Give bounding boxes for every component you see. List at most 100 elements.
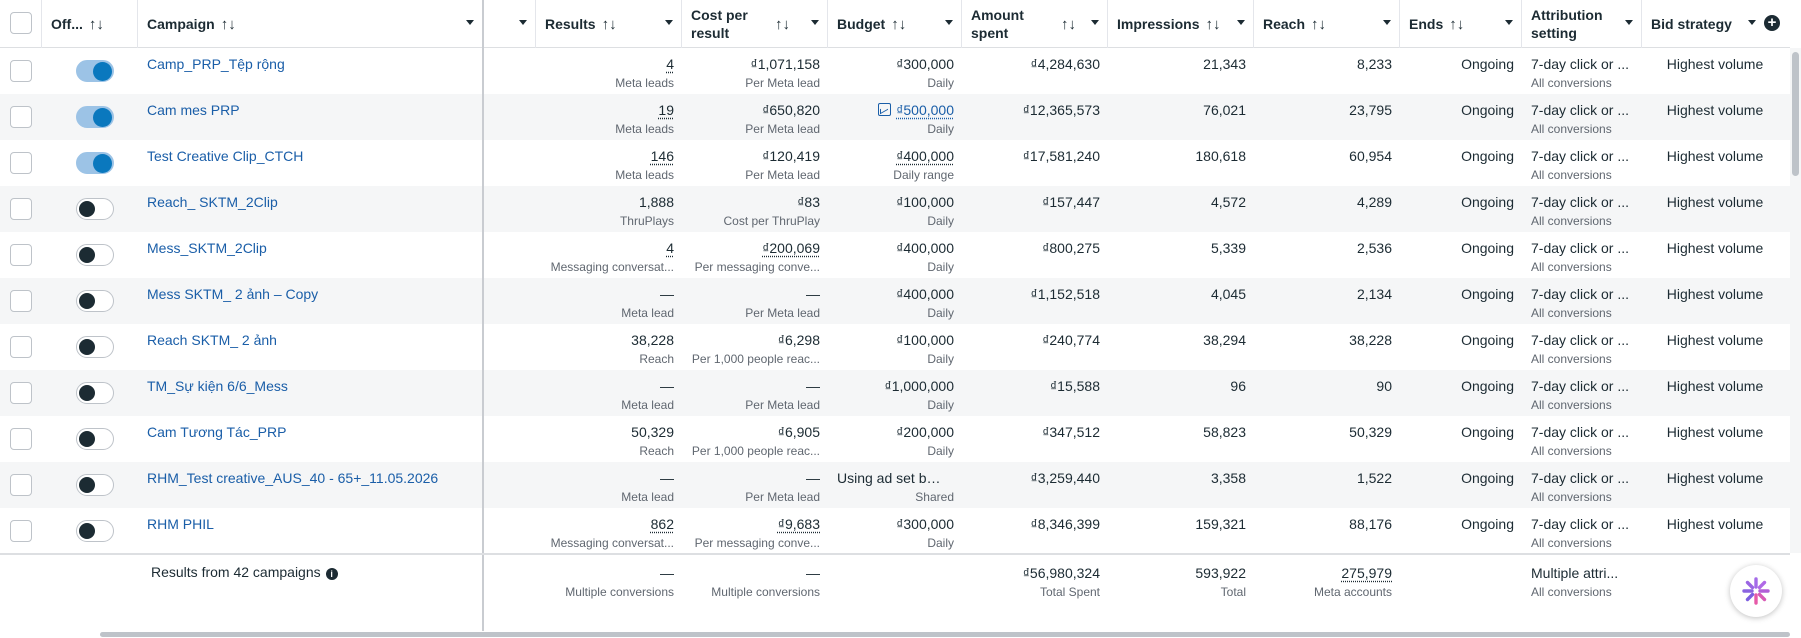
horizontal-scrollbar[interactable] (0, 631, 1801, 638)
results-value[interactable]: 50,329 (631, 424, 674, 440)
campaign-name-link[interactable]: TM_Sự kiện 6/6_Mess (147, 378, 288, 394)
campaign-toggle[interactable] (76, 152, 114, 174)
budget-value[interactable]: ₫200,000 (896, 424, 954, 440)
budget-value[interactable]: ₫400,000 (896, 286, 954, 302)
header-off[interactable]: Off... ↑↓ (42, 0, 138, 48)
campaign-name-link[interactable]: Cam mes PRP (147, 102, 240, 118)
cost-per-result-value[interactable]: ₫1,071,158 (750, 56, 820, 72)
budget-value[interactable]: ₫100,000 (896, 194, 954, 210)
campaign-toggle[interactable] (76, 106, 114, 128)
cost-per-result-value[interactable]: ₫200,069 (762, 240, 820, 256)
chevron-down-icon[interactable] (1383, 20, 1391, 25)
cost-per-result-value[interactable]: — (806, 286, 820, 302)
chevron-down-icon[interactable] (945, 20, 953, 25)
header-reach[interactable]: Reach ↑↓ (1254, 0, 1400, 48)
results-value[interactable]: — (660, 286, 674, 302)
chevron-down-icon[interactable] (1505, 20, 1513, 25)
results-value[interactable]: 4 (666, 240, 674, 256)
budget-value[interactable]: Using ad set bu... (837, 470, 945, 486)
header-bid-strategy[interactable]: Bid strategy + (1642, 0, 1788, 48)
chevron-down-icon[interactable] (466, 20, 474, 25)
campaign-name-link[interactable]: RHM_Test creative_AUS_40 - 65+_11.05.202… (147, 470, 439, 486)
budget-value[interactable]: ₫300,000 (896, 516, 954, 532)
vertical-scrollbar[interactable] (1790, 48, 1801, 553)
row-checkbox[interactable] (10, 290, 32, 312)
header-budget[interactable]: Budget ↑↓ (828, 0, 962, 48)
horizontal-scrollbar-thumb[interactable] (100, 632, 1790, 637)
chevron-down-icon[interactable] (811, 20, 819, 25)
cost-per-result-value[interactable]: — (806, 470, 820, 486)
cost-per-result-value[interactable]: ₫6,905 (777, 424, 820, 440)
campaign-toggle[interactable] (76, 336, 114, 358)
budget-link[interactable]: ₫500,000 (896, 102, 954, 118)
campaign-toggle[interactable] (76, 60, 114, 82)
results-value[interactable]: 862 (650, 516, 674, 532)
campaign-name-link[interactable]: Test Creative Clip_CTCH (147, 148, 304, 164)
row-checkbox[interactable] (10, 244, 32, 266)
campaign-name-link[interactable]: Cam Tương Tác_PRP (147, 424, 287, 440)
budget-value[interactable]: ₫400,000 (896, 148, 954, 164)
sort-icon[interactable]: ↑↓ (775, 15, 790, 33)
cost-per-result-value[interactable]: ₫6,298 (777, 332, 820, 348)
row-checkbox[interactable] (10, 474, 32, 496)
sort-icon[interactable]: ↑↓ (1311, 15, 1327, 33)
budget-value[interactable]: ₫1,000,000 (884, 378, 954, 394)
row-checkbox[interactable] (10, 198, 32, 220)
cost-per-result-value[interactable]: ₫9,683 (777, 516, 820, 532)
campaign-toggle[interactable] (76, 198, 114, 220)
results-value[interactable]: 38,228 (631, 332, 674, 348)
row-checkbox[interactable] (10, 336, 32, 358)
chevron-down-icon[interactable] (1748, 20, 1756, 25)
sort-icon[interactable]: ↑↓ (220, 15, 236, 33)
results-value[interactable]: 19 (658, 102, 674, 118)
add-column-icon[interactable]: + (1764, 15, 1780, 31)
header-results[interactable]: Results ↑↓ (536, 0, 682, 48)
cost-per-result-value[interactable]: ₫650,820 (762, 102, 820, 118)
results-value[interactable]: 146 (650, 148, 674, 164)
row-checkbox[interactable] (10, 428, 32, 450)
cost-per-result-value[interactable]: ₫83 (797, 194, 820, 210)
campaign-name-link[interactable]: Reach_ SKTM_2Clip (147, 194, 278, 210)
campaign-toggle[interactable] (76, 290, 114, 312)
chevron-down-icon[interactable] (1625, 20, 1633, 25)
campaign-name-link[interactable]: Camp_PRP_Tệp rộng (147, 56, 285, 72)
campaign-name-link[interactable]: Mess SKTM_ 2 ảnh – Copy (147, 286, 319, 302)
chevron-down-icon[interactable] (519, 20, 527, 25)
budget-value[interactable]: ₫500,000 (878, 102, 954, 118)
row-checkbox[interactable] (10, 152, 32, 174)
row-checkbox[interactable] (10, 520, 32, 542)
budget-value[interactable]: ₫300,000 (896, 56, 954, 72)
row-checkbox[interactable] (10, 106, 32, 128)
header-ends[interactable]: Ends ↑↓ (1400, 0, 1522, 48)
select-all-checkbox[interactable] (10, 12, 32, 34)
header-attribution[interactable]: Attribution setting (1522, 0, 1642, 48)
campaign-name-link[interactable]: Mess_SKTM_2Clip (147, 240, 267, 256)
sort-icon[interactable]: ↑↓ (1061, 15, 1076, 33)
header-spacer[interactable] (484, 0, 536, 48)
sort-icon[interactable]: ↑↓ (88, 15, 104, 33)
results-value[interactable]: — (660, 470, 674, 486)
ai-assistant-button[interactable] (1730, 565, 1782, 617)
row-checkbox[interactable] (10, 60, 32, 82)
chevron-down-icon[interactable] (665, 20, 673, 25)
header-campaign[interactable]: Campaign ↑↓ (138, 0, 484, 48)
sort-icon[interactable]: ↑↓ (891, 15, 907, 33)
campaign-toggle[interactable] (76, 428, 114, 450)
results-value[interactable]: 1,888 (638, 194, 674, 210)
budget-value[interactable]: ₫100,000 (896, 332, 954, 348)
results-value[interactable]: 4 (666, 56, 674, 72)
header-cost-per-result[interactable]: Cost per result ↑↓ (682, 0, 828, 48)
results-value[interactable]: — (660, 378, 674, 394)
campaign-name-link[interactable]: RHM PHIL (147, 516, 214, 532)
sort-icon[interactable]: ↑↓ (1205, 15, 1221, 33)
budget-value[interactable]: ₫400,000 (896, 240, 954, 256)
campaign-toggle[interactable] (76, 474, 114, 496)
sort-icon[interactable]: ↑↓ (1449, 15, 1465, 33)
cost-per-result-value[interactable]: ₫120,419 (762, 148, 820, 164)
campaign-name-link[interactable]: Reach SKTM_ 2 ảnh (147, 332, 277, 348)
cost-per-result-value[interactable]: — (806, 378, 820, 394)
sort-icon[interactable]: ↑↓ (601, 15, 617, 33)
vertical-scrollbar-thumb[interactable] (1792, 52, 1799, 176)
chevron-down-icon[interactable] (1237, 20, 1245, 25)
campaign-toggle[interactable] (76, 382, 114, 404)
